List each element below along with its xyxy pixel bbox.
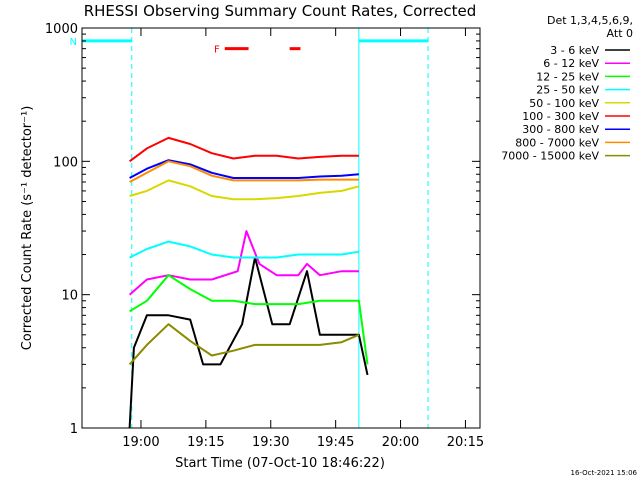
series-line-25-to-50kev — [129, 240, 360, 259]
plot-area: NF — [70, 28, 429, 429]
series-line-6-to-12kev — [128, 230, 359, 296]
y-axis: 1 10 100 1000 — [45, 22, 480, 437]
x-tick-label: 19:15 — [187, 435, 224, 450]
series-line-300-to-800kev — [129, 159, 359, 179]
legend-label: 6 - 12 keV — [543, 57, 599, 70]
legend-label: 25 - 50 keV — [536, 84, 599, 97]
series-line-12-to-25kev — [129, 274, 369, 365]
series-line-100-to-300kev — [129, 136, 359, 163]
x-tick-label: 19:30 — [252, 435, 289, 450]
x-axis: 19:00 19:15 19:30 19:45 20:00 20:15 — [122, 28, 484, 450]
y-axis-label: Corrected Count Rate (s⁻¹ detector⁻¹) — [20, 106, 35, 351]
annotation-label-1: N — [70, 37, 77, 48]
chart-title: RHESSI Observing Summary Count Rates, Co… — [84, 2, 477, 20]
annotation-label-3: F — [214, 45, 220, 56]
legend-label: 12 - 25 keV — [536, 70, 599, 83]
series-line-50-to-100kev — [129, 179, 360, 201]
legend-label: 300 - 800 keV — [522, 123, 599, 136]
x-tick-label: 20:15 — [447, 435, 484, 450]
y-tick-label: 10 — [61, 289, 78, 304]
series-line-3-to-6kev — [128, 256, 369, 429]
y-tick-label: 1 — [70, 422, 78, 437]
legend-label: 7000 - 15000 keV — [501, 150, 599, 163]
series-line-800-to-7000kev — [129, 160, 359, 183]
footer-timestamp: 16-Oct-2021 15:06 — [571, 469, 638, 477]
x-tick-label: 19:00 — [122, 435, 159, 450]
legend-header-2: Att 0 — [607, 27, 633, 40]
legend-header-1: Det 1,3,4,5,6,9, — [547, 14, 633, 27]
x-tick-label: 20:00 — [382, 435, 419, 450]
plot-frame — [81, 27, 481, 429]
legend-label: 3 - 6 keV — [550, 44, 599, 57]
legend-label: 50 - 100 keV — [529, 97, 599, 110]
y-tick-label: 1000 — [45, 22, 78, 37]
legend-label: 800 - 7000 keV — [515, 136, 599, 149]
y-tick-label: 100 — [53, 155, 78, 170]
x-axis-label: Start Time (07-Oct-10 18:46:22) — [175, 456, 385, 471]
x-tick-label: 19:45 — [317, 435, 354, 450]
legend-label: 100 - 300 keV — [522, 110, 599, 123]
series-line-7000-to-15000kev — [128, 323, 360, 366]
